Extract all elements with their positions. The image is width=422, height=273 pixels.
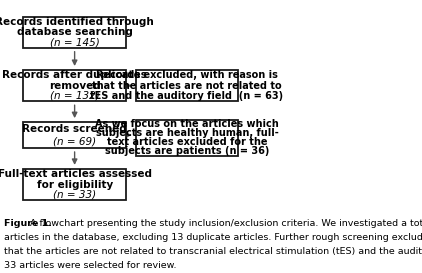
Text: text articles excluded for the: text articles excluded for the [107,137,267,147]
Text: database searching: database searching [17,27,133,37]
Text: (n = 69): (n = 69) [53,136,96,146]
Bar [135,70,238,101]
Bar [23,70,126,101]
Text: subjects are healthy human, full-: subjects are healthy human, full- [95,128,278,138]
Text: Records identified through: Records identified through [0,17,154,27]
Text: tES and the auditory field  (n = 63): tES and the auditory field (n = 63) [90,91,284,101]
Bar [135,120,238,156]
Text: Figure 1.: Figure 1. [4,219,52,228]
Bar [23,169,126,200]
Text: Full-text articles assessed: Full-text articles assessed [0,169,151,179]
Text: (n = 132): (n = 132) [50,91,100,101]
Text: As we focus on the articles which: As we focus on the articles which [95,119,279,129]
Text: articles in the database, excluding 13 duplicate articles. Further rough screeni: articles in the database, excluding 13 d… [4,233,422,242]
Text: subjects are patients (n = 36): subjects are patients (n = 36) [105,146,269,156]
Text: 33 articles were selected for review.: 33 articles were selected for review. [4,261,176,270]
Text: A flowchart presenting the study inclusion/exclusion criteria. We investigated a: A flowchart presenting the study inclusi… [27,219,422,228]
Text: for eligibility: for eligibility [36,180,113,189]
Text: that the articles are not related to transcranial electrical stimulation (tES) a: that the articles are not related to tra… [4,247,422,256]
Text: Records after duplicates: Records after duplicates [2,70,147,80]
Text: (n = 145): (n = 145) [50,37,100,48]
Bar [23,122,126,148]
Text: Records screened: Records screened [22,124,127,134]
Bar [23,17,126,48]
Text: Records excluded, with reason is: Records excluded, with reason is [96,70,278,80]
Text: (n = 33): (n = 33) [53,190,96,200]
Text: that the articles are not related to: that the articles are not related to [92,81,282,91]
Text: removed: removed [49,81,100,91]
